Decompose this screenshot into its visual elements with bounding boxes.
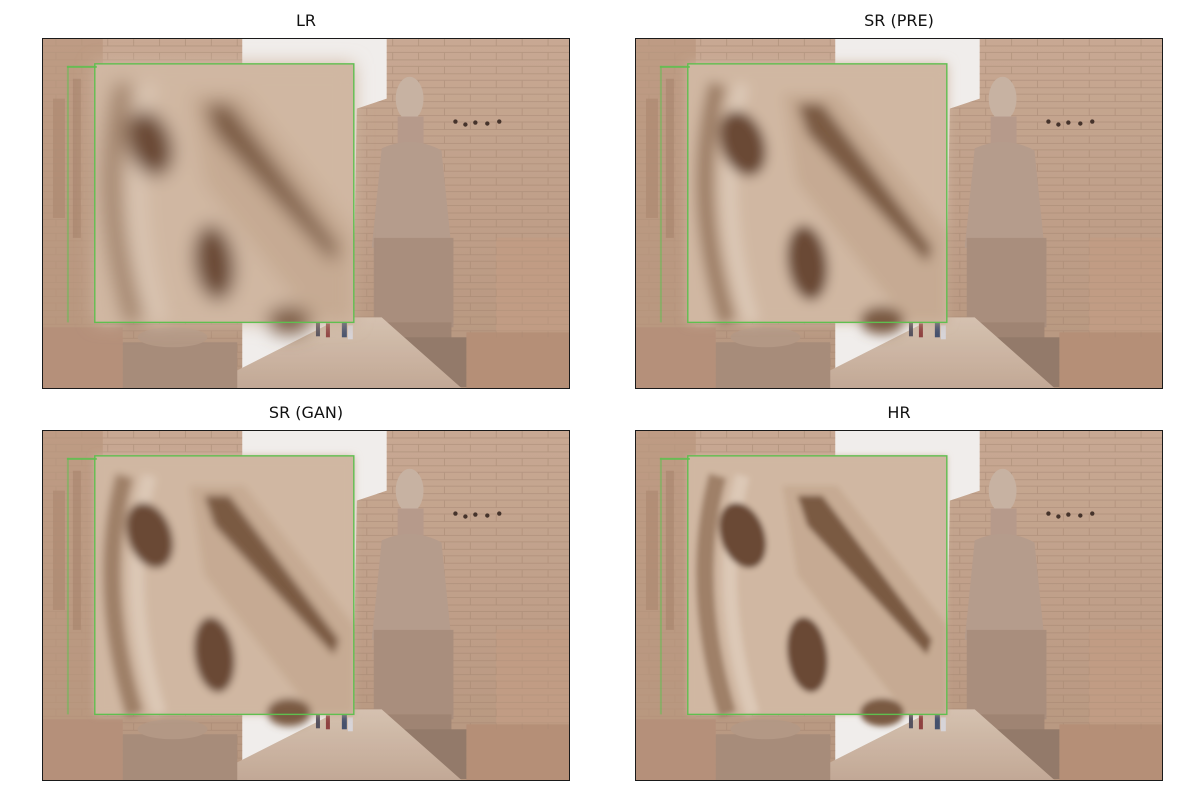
panel-title: LR bbox=[295, 11, 317, 30]
image-frame bbox=[42, 38, 570, 389]
zoom-inset bbox=[67, 456, 354, 726]
zoom-inset bbox=[67, 64, 354, 334]
temple-photo bbox=[636, 39, 1162, 388]
panel-title: HR bbox=[887, 403, 911, 422]
image-frame bbox=[635, 430, 1163, 781]
panel-title: SR (GAN) bbox=[268, 403, 344, 422]
image-frame bbox=[635, 38, 1163, 389]
temple-photo bbox=[636, 431, 1162, 780]
panel-title: SR (PRE) bbox=[864, 11, 934, 30]
temple-photo bbox=[43, 431, 569, 780]
temple-photo bbox=[43, 39, 569, 388]
image-frame bbox=[42, 430, 570, 781]
zoom-inset bbox=[660, 64, 947, 334]
zoom-inset bbox=[660, 456, 947, 726]
